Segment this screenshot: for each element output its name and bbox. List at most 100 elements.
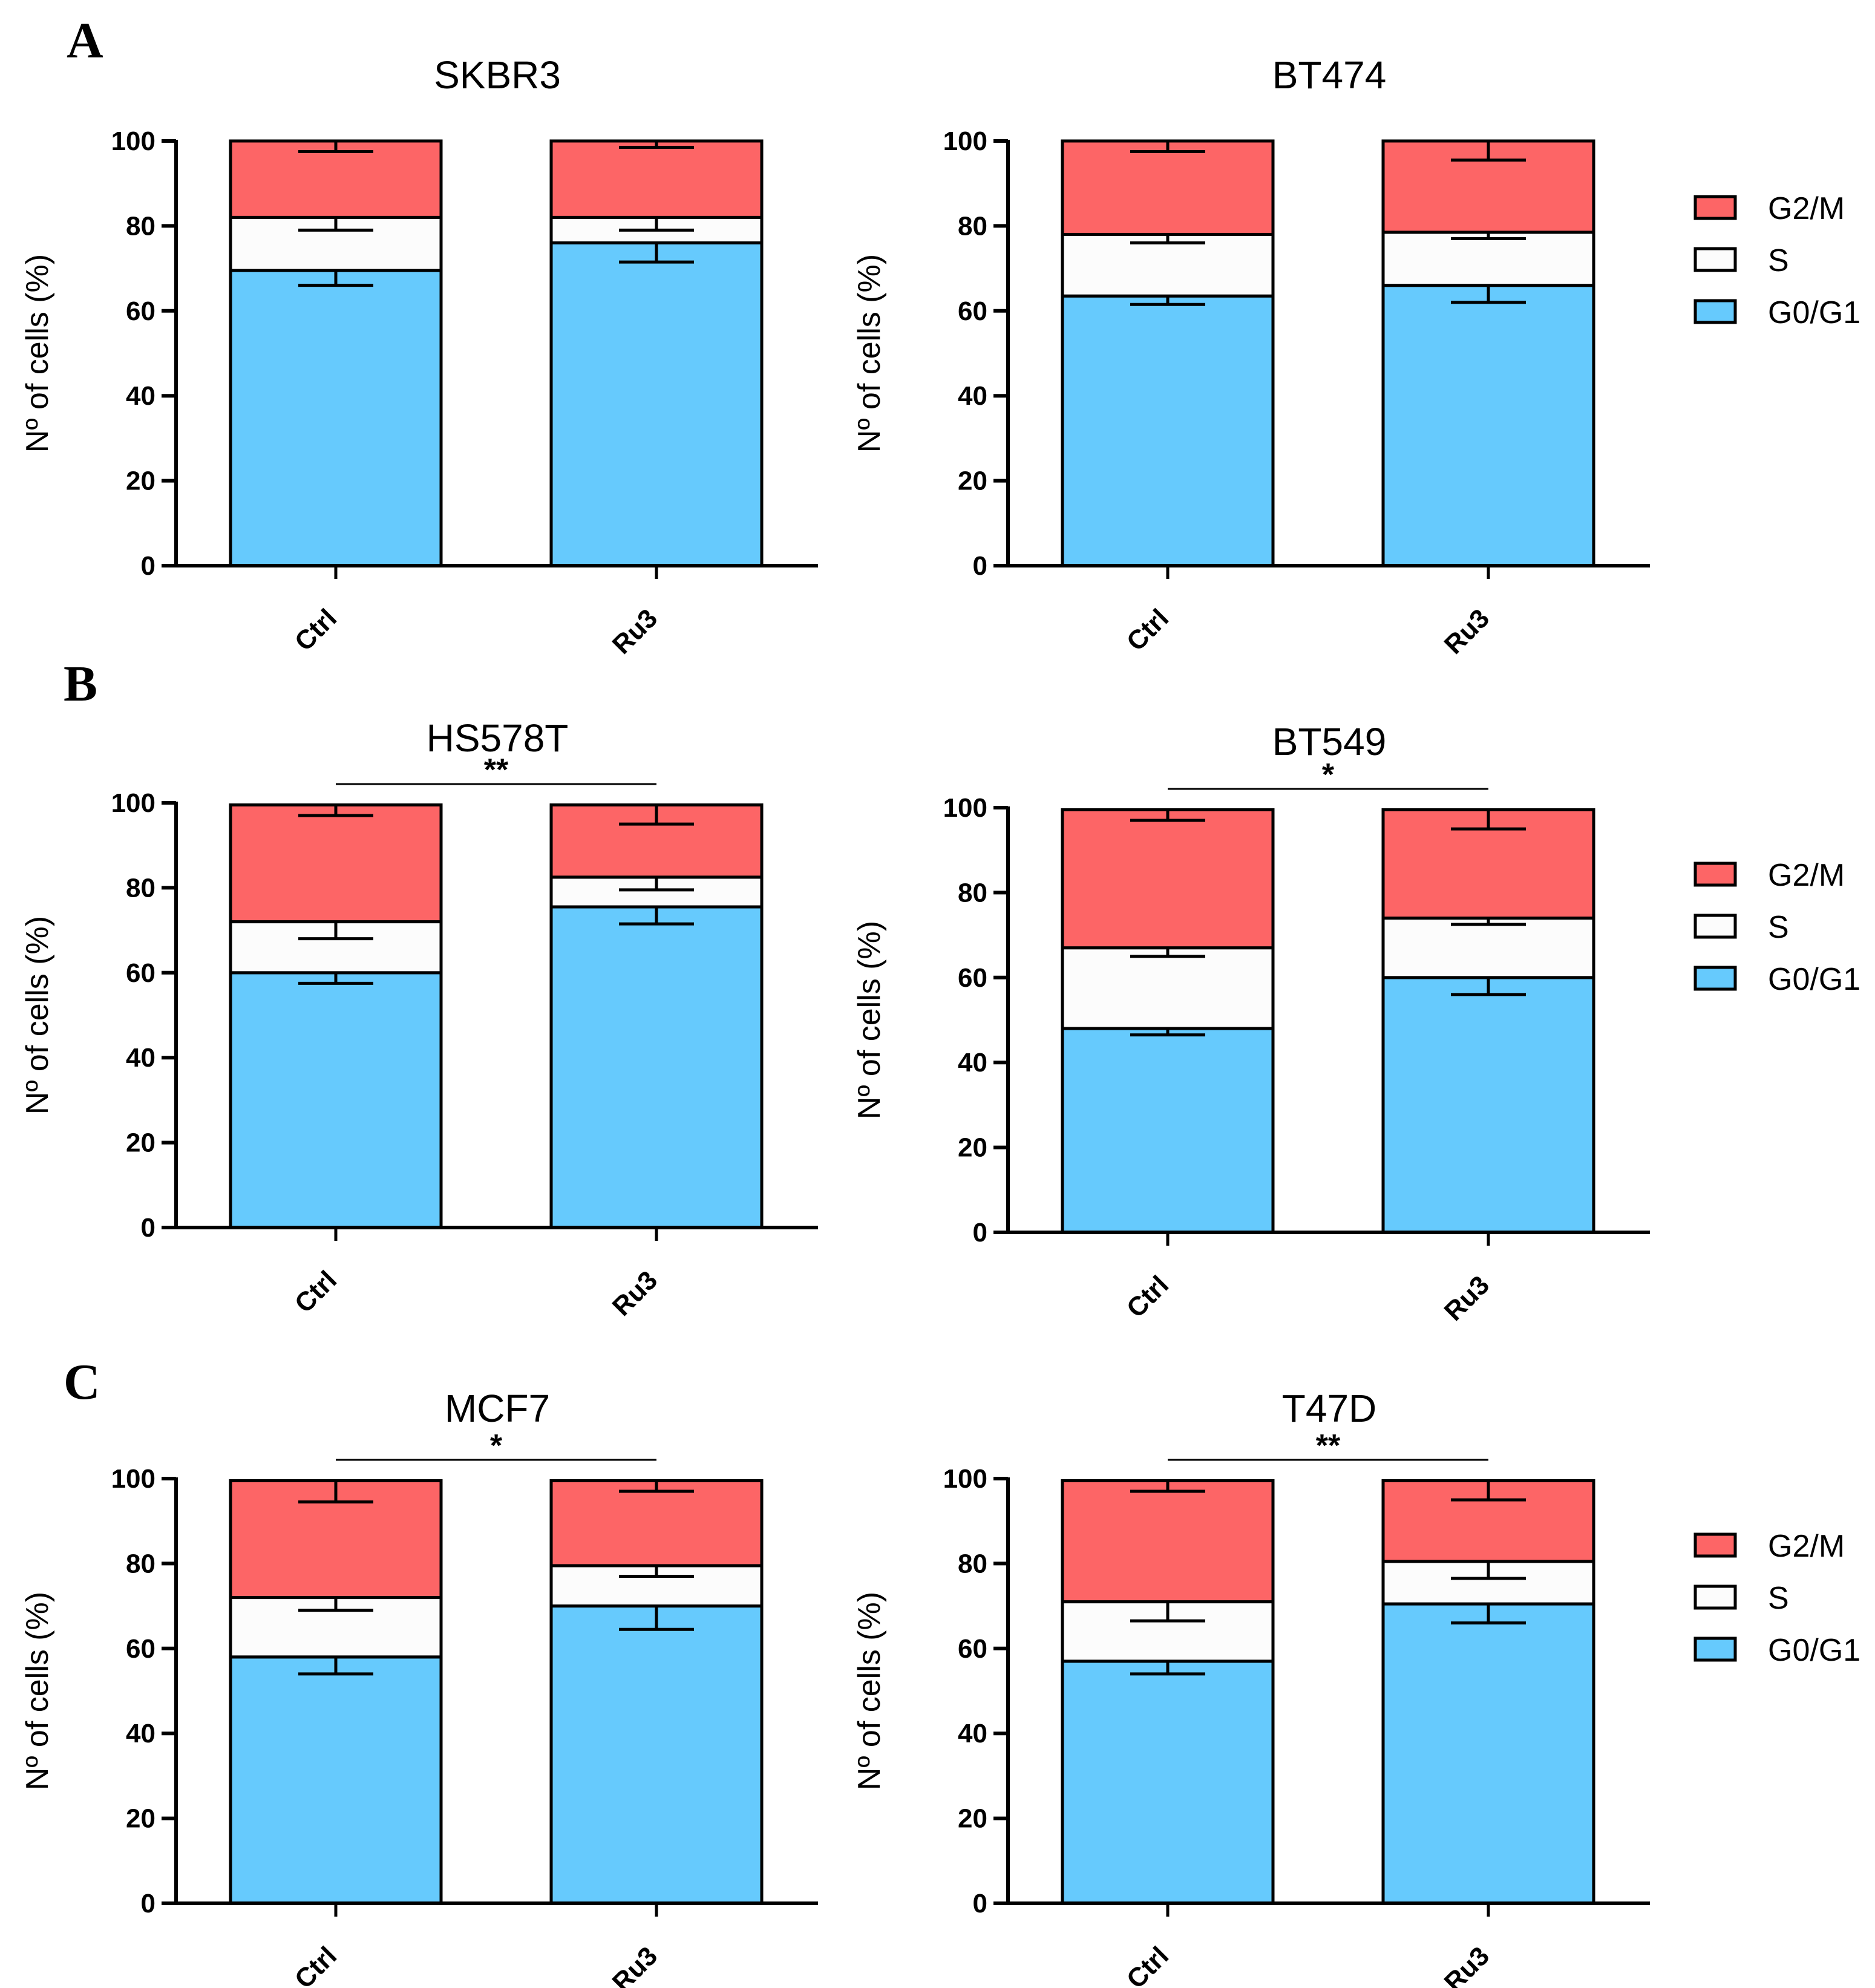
significance-marker: *	[490, 1428, 503, 1463]
legend-label-s: S	[1768, 243, 1789, 278]
legend-swatch-s	[1693, 247, 1737, 272]
significance-marker: **	[484, 753, 509, 788]
x-tick-label-ru3: Ru3	[1439, 1941, 1495, 1988]
legend-label-g0g1: G0/G1	[1768, 1633, 1860, 1668]
legend-label-g0g1: G0/G1	[1768, 962, 1860, 997]
x-tick-label-ctrl: Ctrl	[289, 1941, 342, 1988]
bar-g0g1-ctrl	[1061, 1027, 1275, 1234]
bar-g0g1-ctrl	[229, 1655, 443, 1905]
bar-g0g1-ctrl	[229, 269, 443, 567]
y-tick-label-60: 60	[126, 296, 155, 326]
y-tick-label-20: 20	[126, 1128, 155, 1158]
y-tick-label-40: 40	[958, 381, 987, 411]
significance-marker: **	[1316, 1428, 1341, 1463]
y-tick-label-100: 100	[111, 1464, 155, 1494]
bar-g0g1-ru3	[1381, 284, 1595, 567]
panel-letter-c: C	[64, 1354, 100, 1410]
y-tick-label-60: 60	[958, 963, 987, 993]
bar-g0g1-ru3	[549, 241, 764, 567]
legend-label-s: S	[1768, 1581, 1789, 1616]
bar-g2m-ctrl	[1061, 139, 1275, 236]
x-tick-label-ctrl: Ctrl	[1121, 1270, 1174, 1323]
chart-skbr3: SKBR3 Nº of cells (%) Ctrl Ru3 0 20 40 60 80 100	[20, 53, 818, 660]
legend-label-g0g1: G0/G1	[1768, 295, 1860, 330]
bar-g2m-ru3	[549, 1479, 764, 1568]
y-tick-label-40: 40	[958, 1719, 987, 1748]
x-tick-label-ctrl: Ctrl	[289, 1265, 342, 1318]
panel-letter-a: A	[67, 13, 103, 69]
y-tick-label-60: 60	[126, 1634, 155, 1664]
y-tick-label-80: 80	[126, 211, 155, 241]
bar-s-ctrl	[1061, 946, 1275, 1030]
legend: G2/M S G0/G1	[1693, 191, 1860, 330]
legend-swatch-g2m	[1693, 195, 1737, 220]
legend-swatch-g0g1	[1693, 299, 1737, 324]
x-tick-label-ru3: Ru3	[607, 603, 663, 659]
y-axis-label: Nº of cells (%)	[20, 916, 55, 1114]
bar-g0g1-ru3	[549, 905, 764, 1229]
y-tick-label-20: 20	[126, 466, 155, 496]
y-axis-label: Nº of cells (%)	[852, 254, 887, 453]
bar-s-ru3	[1381, 231, 1595, 287]
y-axis-label: Nº of cells (%)	[852, 921, 887, 1119]
y-tick-label-40: 40	[126, 1043, 155, 1073]
legend: G2/M S G0/G1	[1693, 1529, 1860, 1668]
y-tick-label-80: 80	[958, 211, 987, 241]
bar-g0g1-ctrl	[229, 971, 443, 1229]
y-tick-label-100: 100	[943, 793, 987, 823]
y-tick-label-100: 100	[111, 126, 155, 156]
y-axis-label: Nº of cells (%)	[852, 1592, 887, 1790]
legend-label-g2m: G2/M	[1768, 858, 1845, 893]
y-tick-label-0: 0	[141, 1889, 155, 1918]
y-tick-label-60: 60	[958, 1634, 987, 1664]
panel-letter-b: B	[64, 656, 97, 712]
chart-title: BT474	[1272, 53, 1387, 97]
y-tick-label-100: 100	[111, 788, 155, 818]
bar-g2m-ctrl	[1061, 808, 1275, 950]
x-tick-label-ru3: Ru3	[607, 1265, 663, 1321]
y-tick-label-0: 0	[973, 551, 987, 581]
chart-title: MCF7	[445, 1387, 550, 1430]
y-tick-label-0: 0	[141, 1213, 155, 1243]
bar-s-ru3	[1381, 917, 1595, 979]
x-tick-label-ru3: Ru3	[1439, 603, 1495, 659]
x-tick-label-ru3: Ru3	[607, 1941, 663, 1988]
bar-g0g1-ru3	[1381, 1602, 1595, 1905]
y-tick-label-20: 20	[958, 1804, 987, 1834]
y-tick-label-80: 80	[126, 873, 155, 903]
y-tick-label-80: 80	[958, 878, 987, 907]
y-tick-label-60: 60	[958, 296, 987, 326]
legend-swatch-s	[1693, 914, 1737, 939]
bar-g0g1-ru3	[549, 1604, 764, 1905]
legend-swatch-s	[1693, 1584, 1737, 1610]
y-tick-label-100: 100	[943, 1464, 987, 1494]
x-tick-label-ctrl: Ctrl	[1121, 1941, 1174, 1988]
legend-label-g2m: G2/M	[1768, 191, 1845, 226]
y-tick-label-80: 80	[126, 1549, 155, 1578]
y-tick-label-100: 100	[943, 126, 987, 156]
chart-title: T47D	[1282, 1387, 1377, 1430]
chart-title: BT549	[1272, 720, 1387, 763]
legend-swatch-g2m	[1693, 1532, 1737, 1558]
bar-g2m-ctrl	[229, 139, 443, 219]
chart-bt474: BT474 Nº of cells (%) Ctrl Ru3 0 20 40 60 80 100 G…	[852, 53, 1860, 660]
chart-t47d: T47D Nº of cells (%) Ctrl Ru3 0 20 40 60 80 100 **…	[852, 1387, 1860, 1988]
y-tick-label-0: 0	[973, 1218, 987, 1247]
y-tick-label-80: 80	[958, 1549, 987, 1578]
y-tick-label-0: 0	[141, 551, 155, 581]
bar-g0g1-ctrl	[1061, 294, 1275, 567]
chart-title: SKBR3	[434, 53, 561, 97]
bar-g2m-ctrl	[229, 803, 443, 924]
y-tick-label-40: 40	[126, 381, 155, 411]
legend: G2/M S G0/G1	[1693, 858, 1860, 997]
y-tick-label-20: 20	[958, 1133, 987, 1163]
legend-swatch-g0g1	[1693, 966, 1737, 991]
bar-g0g1-ctrl	[1061, 1659, 1275, 1905]
x-tick-label-ctrl: Ctrl	[1121, 603, 1174, 656]
y-tick-label-20: 20	[126, 1804, 155, 1834]
y-tick-label-20: 20	[958, 466, 987, 496]
legend-label-s: S	[1768, 910, 1789, 945]
legend-swatch-g0g1	[1693, 1637, 1737, 1662]
bar-g0g1-ru3	[1381, 976, 1595, 1234]
